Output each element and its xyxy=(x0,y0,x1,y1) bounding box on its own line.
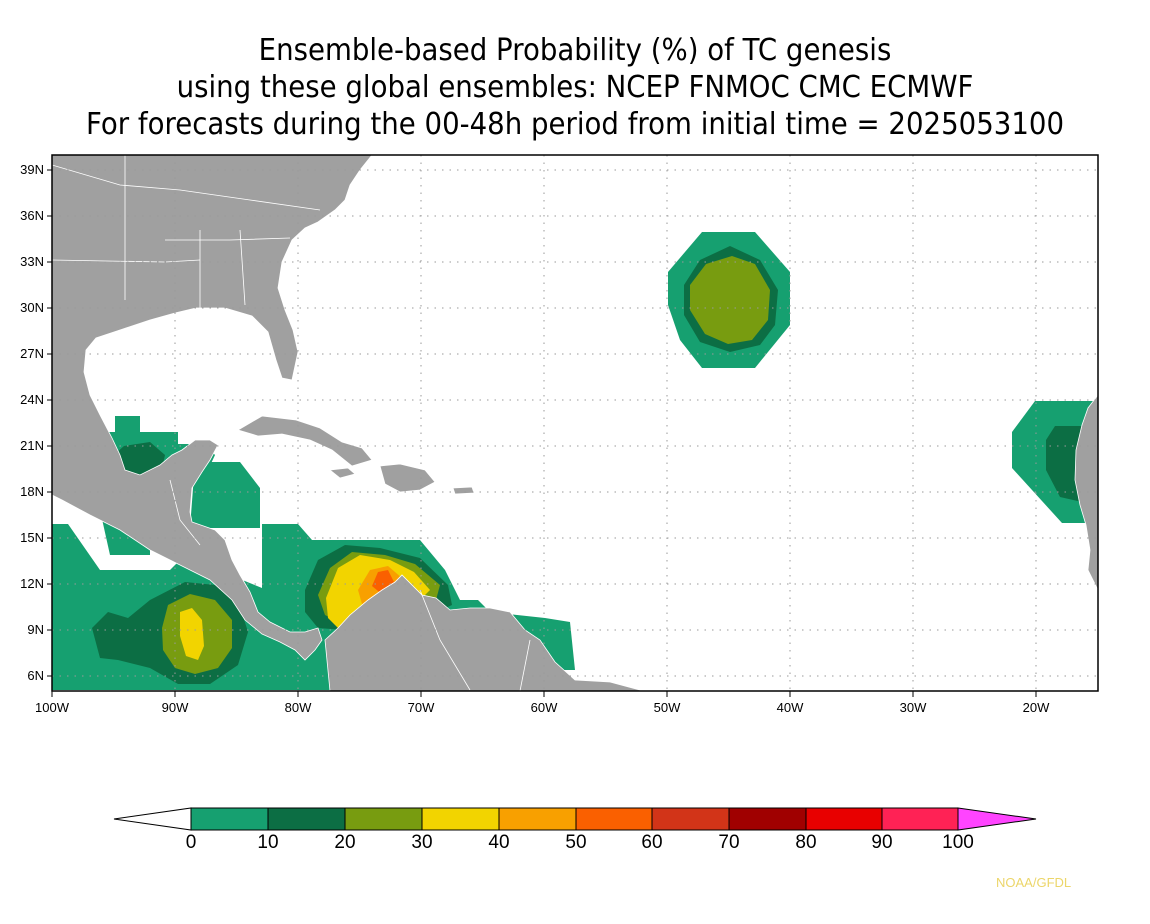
jamaica-land xyxy=(328,467,356,479)
lon-label: 40W xyxy=(776,700,804,715)
lon-label: 30W xyxy=(899,700,927,715)
lat-label: 30N xyxy=(20,300,44,315)
colorbar-label: 100 xyxy=(942,832,974,853)
north-america-land xyxy=(52,155,373,661)
lon-label: 50W xyxy=(653,700,681,715)
lat-label: 24N xyxy=(20,392,44,407)
colorbar-segment-90-100 xyxy=(881,807,959,831)
colorbar-upper-triangle xyxy=(957,807,1037,831)
colorbar-segment-10-20 xyxy=(267,807,346,831)
prob-region-central-atlantic-core xyxy=(690,256,770,344)
title-line-2: using these global ensembles: NCEP FNMOC… xyxy=(176,70,974,105)
colorbar-label: 50 xyxy=(565,832,587,853)
lat-label: 27N xyxy=(20,346,44,361)
lat-label: 21N xyxy=(20,438,44,453)
colorbar-label: 30 xyxy=(411,832,433,853)
lat-label: 6N xyxy=(27,668,44,683)
colorbar-lower-triangle xyxy=(113,807,192,831)
lat-label: 33N xyxy=(20,254,44,269)
lon-label: 70W xyxy=(407,700,435,715)
colorbar-label: 90 xyxy=(871,832,893,853)
colorbar-segment-50-60 xyxy=(575,807,653,831)
south-america-land xyxy=(324,574,641,691)
credit-text: NOAA/GFDL xyxy=(996,875,1072,890)
cuba-land xyxy=(237,415,373,467)
colorbar-label: 80 xyxy=(795,832,817,853)
lon-label: 20W xyxy=(1022,700,1050,715)
political-boundaries xyxy=(52,155,531,691)
colorbar-segment-60-70 xyxy=(651,807,730,831)
lon-label: 100W xyxy=(35,700,69,715)
lat-label: 36N xyxy=(20,208,44,223)
lon-label: 60W xyxy=(530,700,558,715)
colorbar-segment-30-40 xyxy=(421,807,500,831)
colorbar-segment-40-50 xyxy=(498,807,577,831)
title-line-3: For forecasts during the 00-48h period f… xyxy=(85,107,1065,142)
lat-label: 18N xyxy=(20,484,44,499)
colorbar-label: 60 xyxy=(641,832,663,853)
colorbar-label: 10 xyxy=(257,832,279,853)
lon-label: 80W xyxy=(284,700,312,715)
colorbar-segment-20-30 xyxy=(344,807,423,831)
puerto-rico-land xyxy=(452,486,475,495)
colorbar-segment-0-10 xyxy=(190,807,269,831)
colorbar-label: 20 xyxy=(334,832,356,853)
lat-label: 15N xyxy=(20,530,44,545)
lon-label: 90W xyxy=(161,700,189,715)
africa-land xyxy=(1074,394,1098,591)
colorbar-segment-70-80 xyxy=(728,807,807,831)
lat-label: 12N xyxy=(20,576,44,591)
lat-label: 39N xyxy=(20,162,44,177)
prob-region-honduras xyxy=(190,462,260,528)
colorbar-segment-80-90 xyxy=(805,807,883,831)
title-line-1: Ensemble-based Probability (%) of TC gen… xyxy=(258,33,892,68)
colorbar-label: 0 xyxy=(185,832,197,853)
axis-ticks xyxy=(47,169,1037,697)
landmass xyxy=(52,155,1098,691)
colorbar-label: 40 xyxy=(488,832,510,853)
colorbar-label: 70 xyxy=(718,832,740,853)
colorbar xyxy=(113,807,1037,831)
lat-label: 9N xyxy=(27,622,44,637)
map-frame xyxy=(51,154,1099,692)
prob-region-east-pacific-core xyxy=(180,608,204,660)
map-title: Ensemble-based Probability (%) of TC gen… xyxy=(0,32,1150,143)
